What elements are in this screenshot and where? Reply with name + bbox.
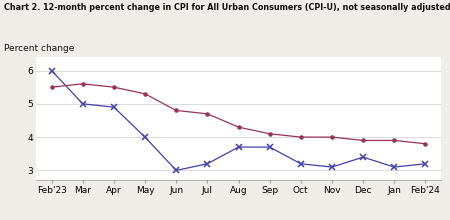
All items: [142, 136, 148, 138]
All items: [360, 156, 366, 158]
All items less food and energy: [360, 139, 366, 142]
All items less food and energy: [267, 132, 272, 135]
All items: [329, 166, 335, 168]
All items less food and energy: [111, 86, 117, 88]
All items less food and energy: [236, 126, 241, 128]
All items: [423, 162, 428, 165]
Line: All items: All items: [49, 68, 428, 173]
All items less food and energy: [205, 112, 210, 115]
All items: [80, 103, 86, 105]
All items less food and energy: [298, 136, 303, 138]
All items: [49, 69, 54, 72]
All items: [174, 169, 179, 172]
All items less food and energy: [49, 86, 54, 88]
All items less food and energy: [142, 92, 148, 95]
Line: All items less food and energy: All items less food and energy: [49, 81, 428, 147]
Text: Percent change: Percent change: [4, 44, 75, 53]
All items: [111, 106, 117, 108]
All items less food and energy: [174, 109, 179, 112]
All items: [298, 162, 303, 165]
All items: [392, 166, 397, 168]
All items: [205, 162, 210, 165]
All items: [267, 146, 272, 149]
All items less food and energy: [423, 143, 428, 145]
All items less food and energy: [392, 139, 397, 142]
All items less food and energy: [80, 82, 86, 85]
Text: Chart 2. 12-month percent change in CPI for All Urban Consumers (CPI-U), not sea: Chart 2. 12-month percent change in CPI …: [4, 3, 450, 12]
All items: [236, 146, 241, 149]
All items less food and energy: [329, 136, 335, 138]
